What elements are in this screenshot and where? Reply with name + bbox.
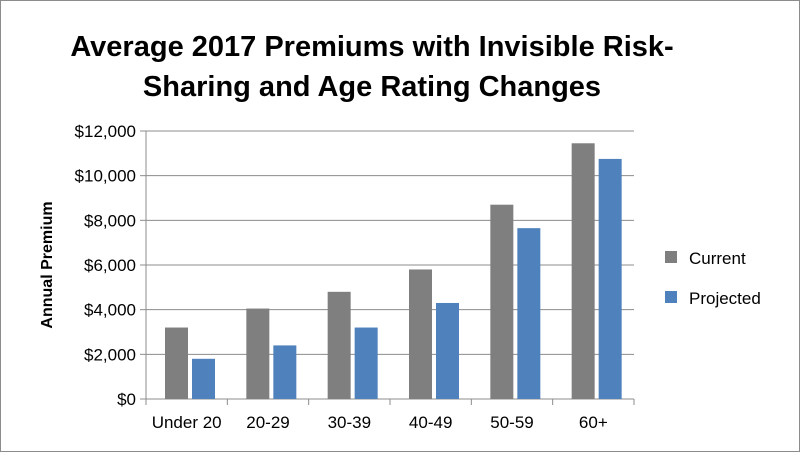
- gridlines: [145, 130, 634, 400]
- y-tick-label: $10,000: [75, 167, 136, 186]
- x-tick-label: 40-49: [409, 413, 452, 432]
- bars: [165, 143, 622, 399]
- x-tick-label: Under 20: [152, 413, 222, 432]
- bar-projected-2: [354, 327, 378, 399]
- y-tick-label: $4,000: [84, 301, 136, 320]
- y-tick-label: $12,000: [75, 122, 136, 141]
- x-tick-label: 20-29: [246, 413, 289, 432]
- bar-projected-0: [192, 358, 215, 399]
- y-axis-ticks: $0 $2,000 $4,000 $6,000 $8,000 $10,000 $12,000: [75, 122, 146, 409]
- y-tick-label: $8,000: [84, 211, 136, 230]
- y-tick-label: $2,000: [84, 345, 136, 364]
- bar-current-0: [165, 327, 188, 399]
- legend-label-current: Current: [689, 249, 746, 268]
- x-axis-ticks: Under 20 20-29 30-39 40-49 50-59 60+: [145, 399, 635, 432]
- bar-current-2: [327, 291, 351, 399]
- bar-projected-3: [436, 302, 459, 399]
- legend-label-projected: Projected: [689, 289, 761, 308]
- bar-current-1: [246, 308, 270, 399]
- y-tick-label: $6,000: [84, 256, 136, 275]
- bar-projected-4: [517, 228, 541, 399]
- bar-current-4: [490, 204, 514, 399]
- chart-title-line-1: Average 2017 Premiums with Invisible Ris…: [70, 31, 673, 63]
- legend-swatch-projected: [665, 291, 677, 303]
- legend: Current Projected: [665, 249, 761, 308]
- x-tick-label: 50-59: [490, 413, 533, 432]
- legend-swatch-current: [665, 251, 677, 263]
- bar-current-3: [409, 269, 432, 399]
- bar-projected-5: [598, 158, 622, 399]
- y-tick-label: $0: [117, 390, 136, 409]
- chart-title-line-2: Sharing and Age Rating Changes: [143, 71, 601, 103]
- bar-current-5: [571, 143, 595, 399]
- bar-projected-1: [273, 345, 297, 399]
- y-axis-label: Annual Premium: [39, 201, 56, 328]
- x-tick-label: 30-39: [328, 413, 371, 432]
- x-tick-label: 60+: [579, 413, 608, 432]
